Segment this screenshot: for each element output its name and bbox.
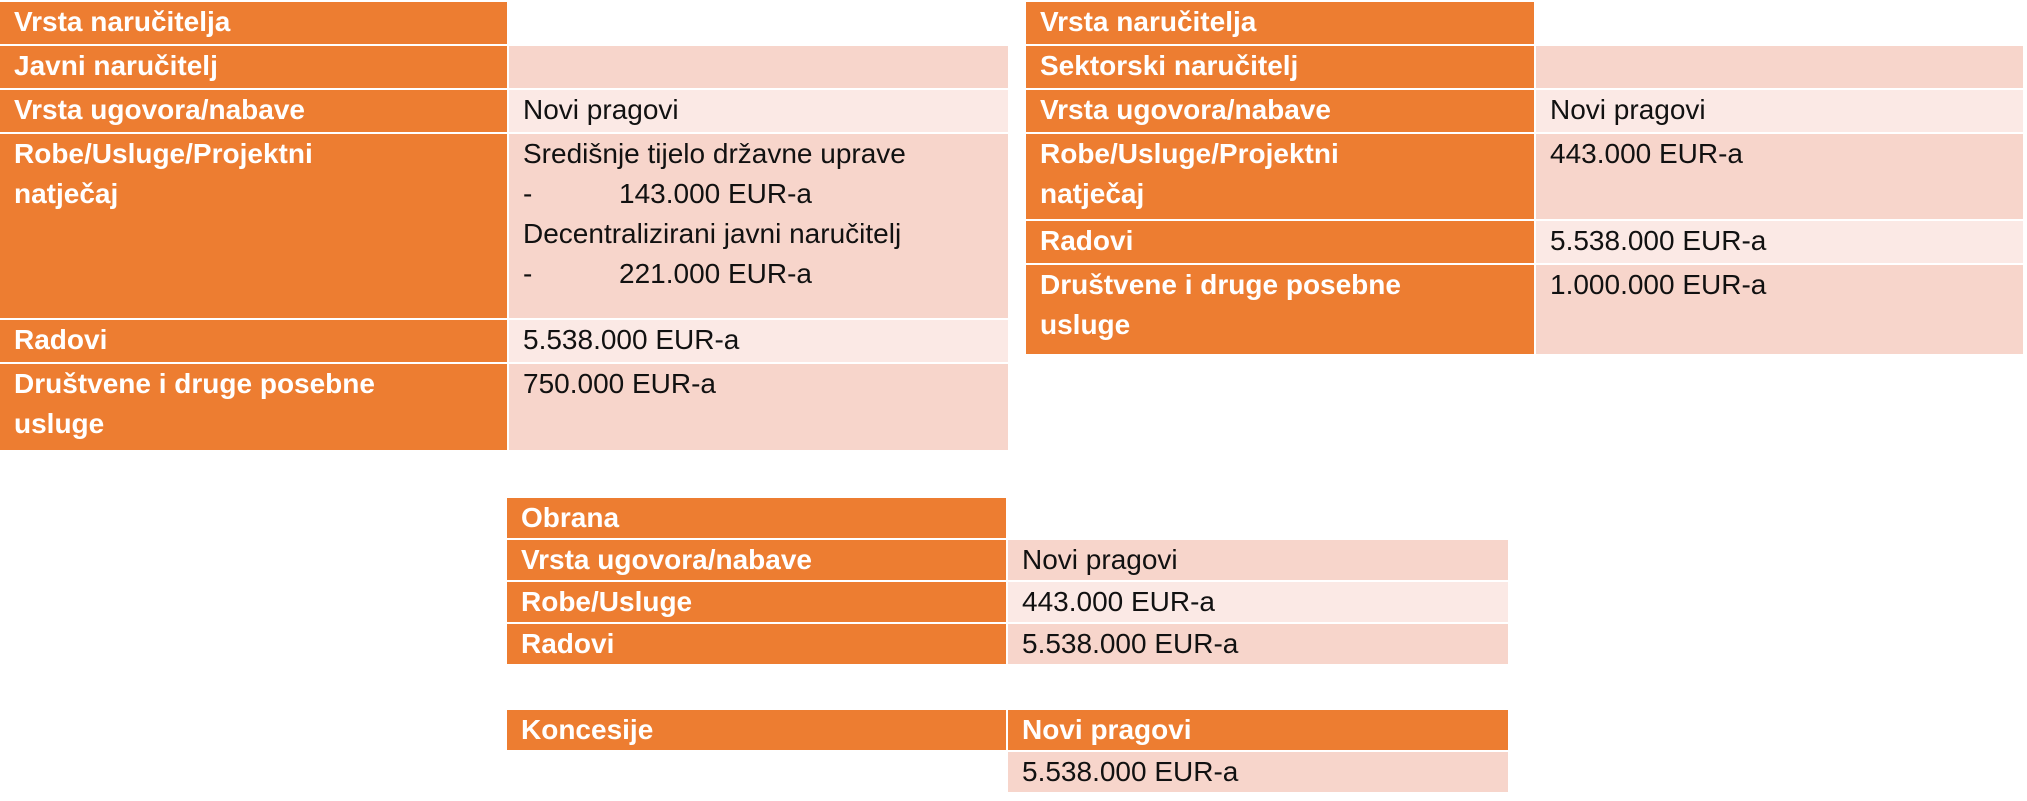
works-value: 5.538.000 EUR-a [1008,624,1508,664]
decentralized-authority-threshold: - 221.000 EUR-a [523,254,994,294]
empty-cell [1536,2,2023,44]
goods-services-label-text: Robe/Usluge/Projektni natječaj [14,138,313,209]
javni-narucitelj-table: Vrsta naručitelja Javni naručitelj Vrsta… [0,2,1008,450]
dash-mark: - [523,178,533,209]
concession-value: 5.538.000 EUR-a [1008,752,1508,792]
works-value: 5.538.000 EUR-a [1536,221,2023,263]
dash-mark: - [523,258,533,289]
contract-type-value: Novi pragovi [1536,90,2023,132]
social-services-label-text: Društvene i druge posebne usluge [1040,269,1401,340]
table-header: Vrsta naručitelja [0,2,507,44]
social-services-value: 750.000 EUR-a [509,364,1008,450]
central-authority-label: Središnje tijelo državne uprave [523,138,906,169]
contract-type-label: Vrsta ugovora/nabave [1026,90,1534,132]
social-services-label-text: Društvene i druge posebne usluge [14,368,375,439]
contract-type-label: Vrsta ugovora/nabave [507,540,1006,580]
contract-type-value: Novi pragovi [509,90,1008,132]
empty-value-cell [1536,46,2023,88]
empty-value-cell [509,46,1008,88]
goods-services-label-text: Robe/Usluge/Projektni natječaj [1040,138,1339,209]
works-label: Radovi [1026,221,1534,263]
empty-cell [507,752,1006,792]
table-header: Obrana [507,498,1006,538]
works-value: 5.538.000 EUR-a [509,320,1008,362]
koncesije-table: Koncesije Novi pragovi 5.538.000 EUR-a [507,710,1508,792]
central-authority-threshold: - 143.000 EUR-a [523,174,994,214]
table-header-value: Novi pragovi [1008,710,1508,750]
goods-services-label: Robe/Usluge/Projektni natječaj [0,134,507,318]
sektorski-narucitelj-table: Vrsta naručitelja Sektorski naručitelj V… [1026,2,2023,354]
social-services-label: Društvene i druge posebne usluge [0,364,507,450]
decentralized-authority-label: Decentralizirani javni naručitelj [523,218,902,249]
works-label: Radovi [0,320,507,362]
contract-type-value: Novi pragovi [1008,540,1508,580]
contracting-type-label: Javni naručitelj [0,46,507,88]
social-services-label: Društvene i druge posebne usluge [1026,265,1534,354]
goods-services-label: Robe/Usluge/Projektni natječaj [1026,134,1534,219]
threshold-value: 143.000 EUR-a [619,178,813,209]
obrana-table: Obrana Vrsta ugovora/nabave Novi pragovi… [507,498,1508,664]
empty-cell [509,2,1008,44]
goods-services-value: 443.000 EUR-a [1536,134,2023,219]
table-header: Vrsta naručitelja [1026,2,1534,44]
empty-cell [1008,498,1508,538]
contracting-type-label: Sektorski naručitelj [1026,46,1534,88]
threshold-value: 221.000 EUR-a [619,258,813,289]
social-services-value: 1.000.000 EUR-a [1536,265,2023,354]
table-header: Koncesije [507,710,1006,750]
contract-type-label: Vrsta ugovora/nabave [0,90,507,132]
goods-services-label: Robe/Usluge [507,582,1006,622]
goods-services-value: 443.000 EUR-a [1008,582,1508,622]
goods-services-value: Središnje tijelo državne uprave - 143.00… [509,134,1008,318]
works-label: Radovi [507,624,1006,664]
